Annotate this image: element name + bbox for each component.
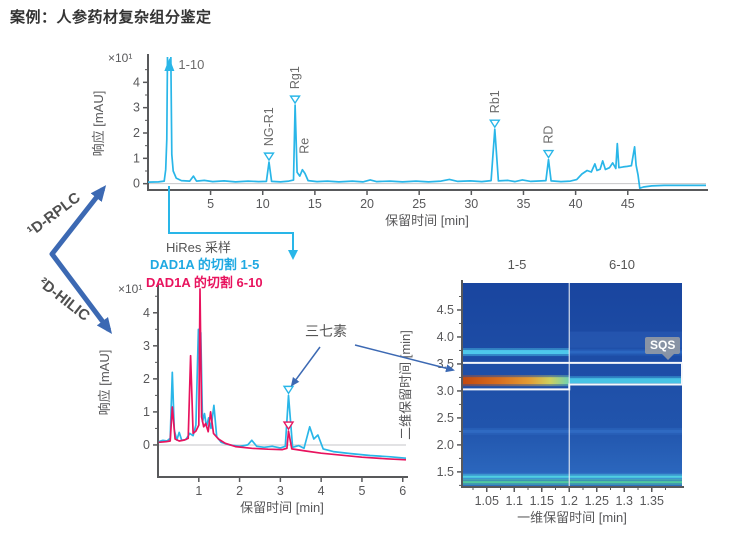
x-tick-label: 10 (256, 197, 270, 211)
x-tick-label: 3 (277, 484, 284, 498)
peak-marker-icon (542, 149, 555, 159)
peak-label-1-10: 1-10 (178, 57, 204, 72)
legend-cuts-1-5: DAD1A 的切割 1-5 (150, 257, 260, 272)
x-tick-label: 1.05 (475, 494, 499, 508)
axis-spines (157, 285, 408, 478)
x-tick-label: 1.2 (561, 494, 578, 508)
y-tick-label: 3 (143, 339, 150, 353)
y-tick-label: 1.5 (437, 465, 454, 479)
heatmap-band (462, 377, 570, 385)
x-tick-label: 4 (318, 484, 325, 498)
page-title: 案例：人参药材复杂组分鉴定 (10, 9, 212, 26)
y-tick-label: 2 (143, 372, 150, 386)
sqs-pointer-icon (662, 354, 674, 360)
selection-bottom-line (462, 383, 682, 391)
y-tick-label: 0 (143, 438, 150, 452)
heatmap-band (462, 481, 682, 484)
x-tick-label: 35 (517, 197, 531, 211)
y-tick-label: 3 (133, 101, 140, 115)
y-axis-label: 响应 [mAU] (91, 91, 106, 157)
x-tick-label: 25 (412, 197, 426, 211)
peak-label-Re: Re (297, 138, 311, 154)
x-tick-label: 2 (236, 484, 243, 498)
x-tick-label: 15 (308, 197, 322, 211)
y-tick-label: 2.5 (437, 411, 454, 425)
heatmap-band (462, 475, 682, 478)
axis-spines (147, 54, 708, 191)
peak-label-Rg1: Rg1 (288, 66, 302, 89)
peak-marker-icon (289, 95, 301, 105)
y-tick-label: 4 (143, 306, 150, 320)
peak-marker-icon (489, 119, 501, 129)
hilic-chromatogram: 0 1 2 3 4 1 2 3 4 5 6 保留时间 [min] 响应 [mAU] ×10¹ (97, 282, 408, 515)
hires-sampling-label: HiRes 采样 (166, 240, 232, 255)
x-tick-label: 30 (464, 197, 478, 211)
x-tick-label: 1.15 (530, 494, 554, 508)
sqs-label: SQS (650, 338, 676, 352)
x-tick-label: 5 (358, 484, 365, 498)
annotation-arrow-to-heatmap (354, 344, 455, 373)
y-scale-note: ×10¹ (118, 282, 142, 296)
x-tick-label: 40 (569, 197, 583, 211)
heatmap-band (462, 350, 570, 355)
heatmap-band (569, 378, 682, 384)
hires-bracket-arrow (168, 186, 298, 260)
y-scale-note: ×10¹ (108, 51, 132, 65)
y-axis-label: 响应 [mAU] (97, 350, 112, 416)
peak-marker-icon (263, 152, 275, 162)
x-tick-label: 45 (621, 197, 635, 211)
trace-series-0 (148, 57, 706, 190)
x-tick-label: 1.3 (616, 494, 633, 508)
x-tick-label: 1 (195, 484, 202, 498)
y-tick-label: 1 (143, 405, 150, 419)
peak-label-RD: RD (542, 126, 556, 144)
trace-series-1 (158, 288, 406, 461)
y-tick-label: 4.5 (437, 303, 454, 317)
annotation-arrow-to-peak (290, 346, 321, 387)
peak-marker-icon (282, 421, 295, 431)
peak-marker-icon (164, 58, 175, 71)
heatmap-band (569, 350, 682, 354)
y-tick-label: 2 (133, 126, 140, 140)
heatmap-column-label-1-5: 1-5 (507, 257, 527, 272)
x-tick-label: 5 (207, 197, 214, 211)
x-tick-label: 1.35 (640, 494, 664, 508)
legend-cuts-6-10: DAD1A 的切割 6-10 (146, 275, 263, 290)
y-tick-label: 4.0 (437, 330, 454, 344)
y-tick-label: 0 (133, 177, 140, 191)
heatmap-zone (462, 471, 682, 487)
peak-label-NG-R1: NG-R1 (262, 107, 276, 146)
sqs-tooltip: SQS (645, 337, 681, 360)
x-axis-label: 保留时间 [min] (385, 213, 469, 228)
heatmap-band (462, 429, 682, 433)
x-tick-label: 1.1 (506, 494, 523, 508)
peak-label-Rb1: Rb1 (488, 90, 502, 113)
x-tick-label: 6 (399, 484, 406, 498)
y-tick-label: 1 (133, 151, 140, 165)
heatmap-plot: 1.52.02.53.03.54.04.51.05 1.1 1.15 1.2 1.25 1… (398, 280, 684, 525)
y-tick-label: 2.0 (437, 438, 454, 452)
y-axis-label: 二维保留时间 [min] (398, 330, 413, 440)
y-tick-label: 4 (133, 75, 140, 89)
x-tick-label: 20 (360, 197, 374, 211)
x-axis-label: 保留时间 [min] (240, 500, 324, 515)
heatmap-column-label-6-10: 6-10 (608, 257, 636, 272)
dencichine-annotation-label: 三七素 (305, 323, 347, 339)
x-tick-label: 1.25 (585, 494, 609, 508)
y-tick-label: 3.0 (437, 384, 454, 398)
dimension-flow-arrow (49, 185, 112, 334)
flow-arrows (49, 185, 455, 387)
x-axis-label: 一维保留时间 [min] (517, 510, 627, 525)
peak-marker-icon (282, 385, 295, 395)
